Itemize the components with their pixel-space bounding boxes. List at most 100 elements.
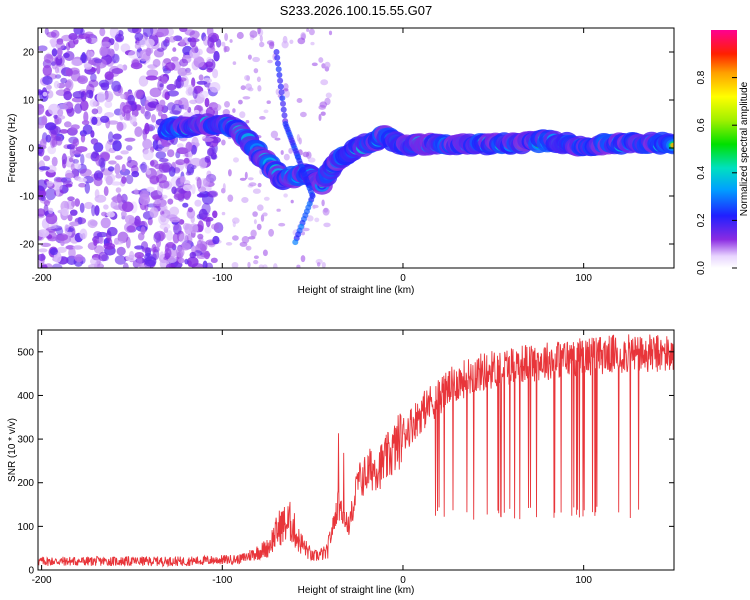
spectrogram-noise-blob	[84, 182, 91, 194]
spectrogram-noise-blob	[104, 173, 116, 183]
colorbar-tick-label: 0.4	[696, 165, 707, 179]
spectrogram-noise-blob	[38, 45, 48, 52]
spectrogram-noise-blob	[298, 137, 302, 145]
spectrogram-noise-blob	[247, 261, 251, 268]
spectrogram-noise-blob	[190, 144, 197, 155]
spectrogram-noise-blob	[72, 159, 79, 164]
spectrogram-noise-blob	[38, 253, 46, 262]
spectrogram-noise-blob	[100, 115, 110, 123]
spectrogram-noise-blob	[212, 103, 222, 112]
spectrogram-noise-blob	[165, 263, 176, 268]
spectrogram-noise-blob	[156, 28, 169, 37]
spectrogram-noise-blob	[134, 215, 141, 227]
spectrogram-noise-blob	[41, 115, 48, 126]
spectrogram-noise-blob	[221, 139, 226, 146]
spectrogram-noise-blob	[232, 235, 239, 241]
x-tick-label: -100	[212, 575, 232, 586]
spectrogram-noise-blob	[85, 89, 94, 99]
spectrogram-noise-blob	[55, 41, 65, 50]
spectrogram-noise-blob	[107, 166, 115, 172]
spectrogram-noise-blob	[78, 182, 87, 188]
snr-x-axis-title: Height of straight line (km)	[298, 585, 415, 596]
spectrogram-noise-blob	[185, 141, 193, 152]
spectrogram-y-axis-title: Frequency (Hz)	[7, 114, 18, 183]
spectrogram-noise-blob	[248, 182, 257, 187]
spectrogram-noise-blob	[167, 149, 175, 158]
spectrogram-noise-blob	[323, 222, 331, 228]
spectrogram-noise-blob	[42, 91, 48, 97]
spectrogram-noise-blob	[114, 33, 125, 43]
spectrogram-noise-blob	[125, 174, 134, 185]
spectrogram-noise-blob	[169, 110, 181, 115]
spectrogram-noise-blob	[90, 138, 99, 145]
spectrogram-noise-blob	[196, 177, 202, 189]
spectrogram-noise-blob	[40, 242, 51, 247]
spectrogram-noise-blob	[120, 150, 129, 155]
spectrogram-noise-blob	[43, 204, 49, 216]
colorbar-ticks: 0.0 0.2 0.4 0.6 0.8	[696, 70, 737, 275]
spectrogram-noise-blob	[94, 189, 100, 199]
spectrogram-noise-blob	[72, 91, 85, 99]
spectrogram-noise-blob	[120, 93, 126, 100]
spectrogram-noise-blob	[146, 186, 155, 192]
spectrogram-noise-blob	[257, 204, 264, 211]
spectrogram-noise-blob	[223, 45, 227, 53]
spectrogram-branch-blob	[277, 77, 284, 84]
spectrogram-noise-blob	[228, 169, 232, 177]
spectrogram-noise-blob	[145, 47, 152, 57]
spectrogram-noise-blob	[267, 59, 273, 64]
spectrogram-noise-blob	[51, 263, 63, 268]
spectrogram-noise-blob	[151, 243, 157, 253]
y-tick-label: 400	[17, 391, 34, 402]
spectrogram-noise-blob	[296, 264, 301, 268]
spectrogram-noise-blob	[79, 53, 88, 64]
spectrogram-noise-blob	[276, 208, 281, 212]
spectrogram-noise-blob	[320, 79, 329, 86]
spectrogram-noise-blob	[189, 251, 197, 259]
spectrogram-noise-blob	[170, 56, 179, 62]
spectrogram-noise-blob	[256, 223, 262, 231]
spectrogram-noise-blob	[328, 30, 333, 36]
spectrogram-noise-blob	[111, 80, 121, 92]
spectrogram-noise-blob	[42, 75, 53, 85]
x-tick-label: -200	[32, 273, 52, 284]
spectrogram-noise-blob	[66, 106, 75, 117]
spectrogram-noise-blob	[63, 90, 72, 101]
spectrogram-noise-blob	[70, 163, 76, 171]
spectrogram-noise-blob	[297, 37, 306, 45]
spectrogram-noise-blob	[283, 193, 288, 198]
spectrogram-noise-blob	[171, 186, 177, 195]
spectrogram-noise-blob	[212, 235, 220, 245]
spectrogram-noise-blob	[103, 204, 109, 210]
spectrogram-noise-blob	[45, 122, 57, 131]
spectrogram-noise-blob	[112, 133, 122, 140]
spectrogram-noise-blob	[128, 50, 140, 59]
spectrogram-noise-blob	[224, 33, 229, 41]
spectrogram-noise-blob	[157, 47, 165, 52]
colorbar-tick-label: 0.2	[696, 213, 707, 227]
spectrogram-noise-blob	[69, 221, 80, 227]
spectrogram-noise-blob	[193, 56, 205, 68]
spectrogram-noise-blob	[48, 103, 60, 115]
spectrogram-noise-blob	[193, 109, 200, 115]
spectrogram-noise-blob	[41, 263, 48, 268]
spectrogram-noise-blob	[211, 223, 219, 230]
spectrogram-noise-blob	[38, 122, 45, 129]
spectrogram-noise-blob	[179, 58, 189, 67]
spectrogram-noise-blob	[232, 61, 237, 65]
snr-panel: -200 -100 0 100 0 100 200 300 400 500 Height of …	[7, 329, 675, 596]
spectrogram-noise-blob	[113, 42, 120, 52]
spectrogram-noise-blob	[107, 226, 118, 237]
spectrogram-noise-blob	[38, 229, 50, 238]
spectrogram-noise-blob	[249, 30, 258, 38]
spectrogram-noise-blob	[53, 114, 58, 119]
spectrogram-noise-blob	[227, 194, 234, 202]
spectrogram-noise-blob	[311, 62, 318, 67]
spectrogram-noise-blob	[179, 28, 188, 33]
snr-y-axis-title: SNR (10 * v/v)	[7, 418, 18, 482]
spectrogram-noise-blob	[164, 36, 170, 44]
spectrogram-noise-blob	[314, 217, 320, 223]
spectrogram-branch-blob	[281, 112, 288, 119]
y-tick-label: 20	[23, 48, 35, 59]
spectrogram-noise-blob	[38, 166, 51, 171]
